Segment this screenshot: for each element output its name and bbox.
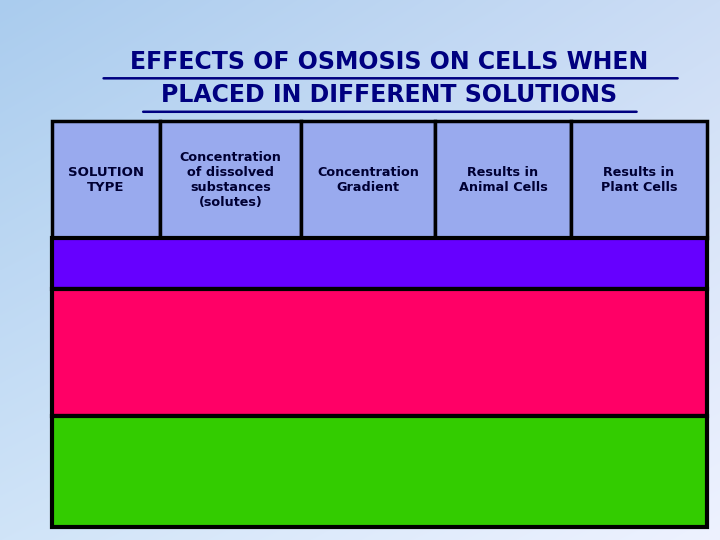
Bar: [571, 122, 707, 238]
Bar: [52, 289, 707, 416]
Bar: [52, 416, 707, 526]
Bar: [52, 122, 160, 238]
Text: SOLUTION
TYPE: SOLUTION TYPE: [68, 166, 144, 193]
Bar: [160, 122, 301, 238]
Bar: [301, 122, 435, 238]
Text: Concentration
of dissolved
substances
(solutes): Concentration of dissolved substances (s…: [179, 151, 282, 208]
Text: Results in
Plant Cells: Results in Plant Cells: [600, 166, 677, 193]
Bar: [435, 122, 571, 238]
Text: Concentration
Gradient: Concentration Gradient: [317, 166, 419, 193]
Text: EFFECTS OF OSMOSIS ON CELLS WHEN: EFFECTS OF OSMOSIS ON CELLS WHEN: [130, 50, 648, 74]
Text: PLACED IN DIFFERENT SOLUTIONS: PLACED IN DIFFERENT SOLUTIONS: [161, 83, 617, 106]
Text: Results in
Animal Cells: Results in Animal Cells: [459, 166, 547, 193]
Bar: [52, 238, 707, 289]
